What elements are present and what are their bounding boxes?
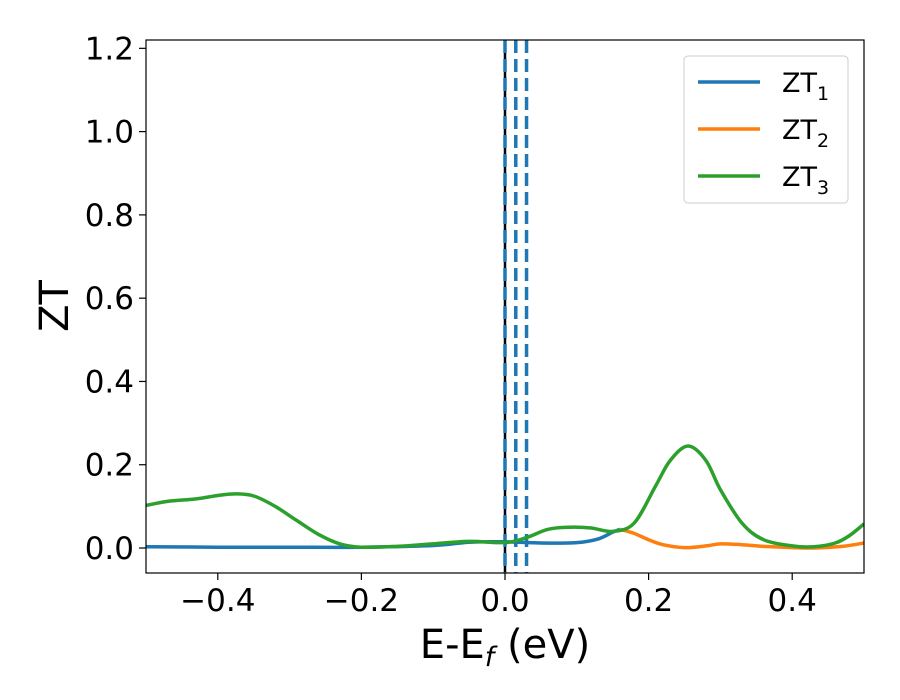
x-tick-label: −0.2	[324, 583, 399, 619]
y-axis-ticks: 0.0 0.2 0.4 0.6 0.8 1.0 1.2	[85, 31, 146, 567]
y-tick-label: 0.4	[85, 364, 134, 400]
x-tick-label: 0.4	[768, 583, 817, 619]
legend-label-zt2: ZT2	[782, 115, 829, 152]
y-tick-label: 0.6	[85, 281, 134, 317]
legend: ZT1 ZT2 ZT3	[683, 55, 849, 204]
y-tick-label: 1.2	[85, 31, 134, 67]
series-line-zt3	[146, 444, 864, 550]
legend-box	[683, 55, 849, 204]
legend-label-zt1: ZT1	[782, 68, 829, 105]
y-axis-title: ZT	[32, 280, 78, 332]
x-axis-ticks: −0.4 −0.2 0.0 0.2 0.4	[180, 573, 817, 619]
x-tick-label: 0.2	[624, 583, 673, 619]
x-axis-title: E-Ef (eV)	[420, 622, 590, 673]
y-tick-label: 0.0	[85, 531, 134, 567]
y-tick-label: 0.2	[85, 448, 134, 484]
series-layer	[146, 444, 864, 550]
reference-lines	[503, 40, 529, 573]
legend-label-zt3: ZT3	[782, 162, 829, 199]
x-tick-label: 0.0	[480, 583, 529, 619]
y-tick-label: 1.0	[85, 115, 134, 151]
y-tick-label: 0.8	[85, 198, 134, 234]
x-tick-label: −0.4	[180, 583, 255, 619]
